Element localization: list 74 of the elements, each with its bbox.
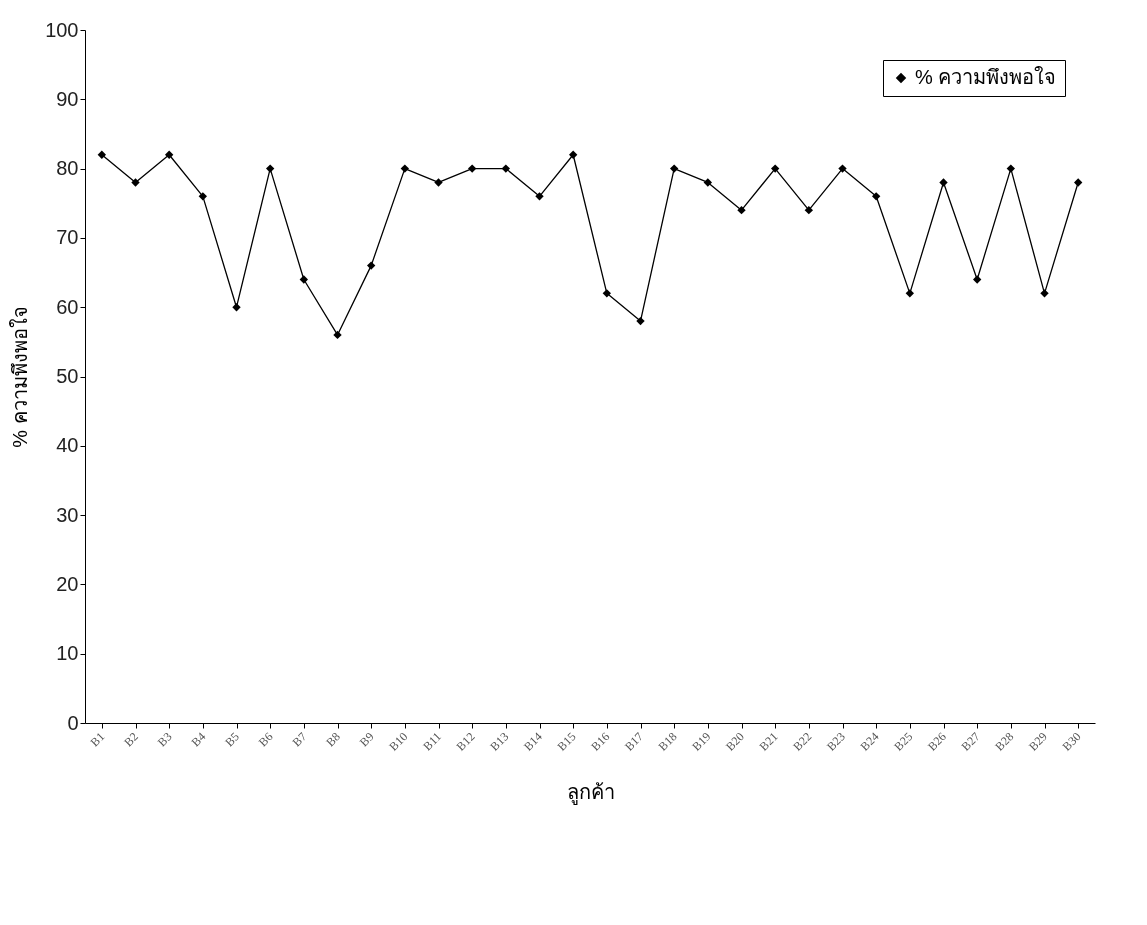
x-tick-label: B13 (487, 729, 512, 754)
y-axis-title: % ความพึงพอใจ (9, 306, 32, 448)
x-tick-label: B27 (958, 729, 983, 754)
x-tick-label: B1 (87, 729, 108, 750)
x-tick-label: B3 (154, 729, 175, 750)
point (568, 150, 578, 159)
point (299, 275, 309, 284)
point (636, 316, 645, 326)
point (232, 303, 241, 312)
x-tick-label: B24 (857, 729, 882, 754)
y-tick-label: 100 (45, 18, 79, 41)
x-tick-label: B2 (121, 729, 141, 750)
y-tick-label: 70 (56, 226, 79, 249)
x-tick-label: B7 (289, 729, 310, 750)
x-tick-label: B23 (823, 729, 848, 754)
point (737, 206, 746, 215)
y-tick-label: 10 (56, 642, 79, 665)
y-tick-label: 20 (56, 572, 79, 595)
x-tick-label: B28 (992, 729, 1017, 754)
x-tick-label: B10 (386, 729, 411, 754)
x-tick-label: B6 (255, 729, 276, 750)
point (939, 178, 948, 187)
x-tick-label: B20 (722, 729, 747, 754)
x-tick-label: B21 (756, 729, 781, 754)
y-tick-label: 50 (56, 365, 79, 387)
legend-label: % ความพึงพอใจ (915, 66, 1057, 88)
x-axis-title: ลูกค้า (566, 780, 615, 805)
point (535, 192, 544, 201)
x-tick-label: B16 (588, 729, 613, 754)
point (467, 164, 477, 173)
point (669, 164, 679, 173)
y-tick-label: 90 (56, 87, 79, 110)
x-tick-label: B9 (356, 729, 377, 750)
x-tick-label: B19 (689, 729, 714, 754)
point (1006, 164, 1016, 173)
x-tick-label: B30 (1059, 729, 1084, 754)
point (501, 164, 511, 173)
point (871, 192, 881, 201)
y-tick-label: 0 (67, 711, 79, 734)
point (131, 178, 140, 187)
point (602, 289, 612, 298)
point (97, 150, 107, 159)
point (400, 164, 410, 173)
x-tick-label: B29 (1025, 729, 1050, 754)
point (770, 164, 780, 173)
x-tick-label: B26 (924, 729, 949, 754)
point (366, 261, 376, 270)
y-tick-label: 30 (56, 503, 79, 526)
point (972, 275, 982, 284)
x-tick-label: B17 (621, 729, 646, 754)
x-tick-label: B25 (891, 729, 916, 754)
y-tick-label: 60 (56, 295, 79, 318)
x-tick-label: B14 (520, 729, 545, 754)
point (434, 178, 443, 187)
y-tick-label: 40 (56, 434, 79, 457)
point (905, 289, 915, 298)
point (1073, 178, 1083, 187)
point (164, 150, 174, 159)
x-tick-label: B11 (420, 729, 444, 754)
x-tick-label: B5 (222, 729, 242, 750)
x-tick-label: B18 (655, 729, 680, 754)
point (333, 330, 342, 340)
x-tick-label: B12 (453, 729, 478, 754)
point (804, 206, 814, 215)
x-tick-label: B4 (188, 729, 209, 750)
point (703, 178, 713, 187)
point (198, 192, 208, 201)
x-tick-label: B8 (323, 729, 343, 750)
point (838, 164, 847, 173)
point (265, 164, 275, 173)
y-tick-label: 80 (56, 157, 79, 180)
point (1040, 289, 1049, 298)
x-tick-label: B22 (790, 729, 815, 754)
x-tick-label: B15 (554, 729, 579, 754)
